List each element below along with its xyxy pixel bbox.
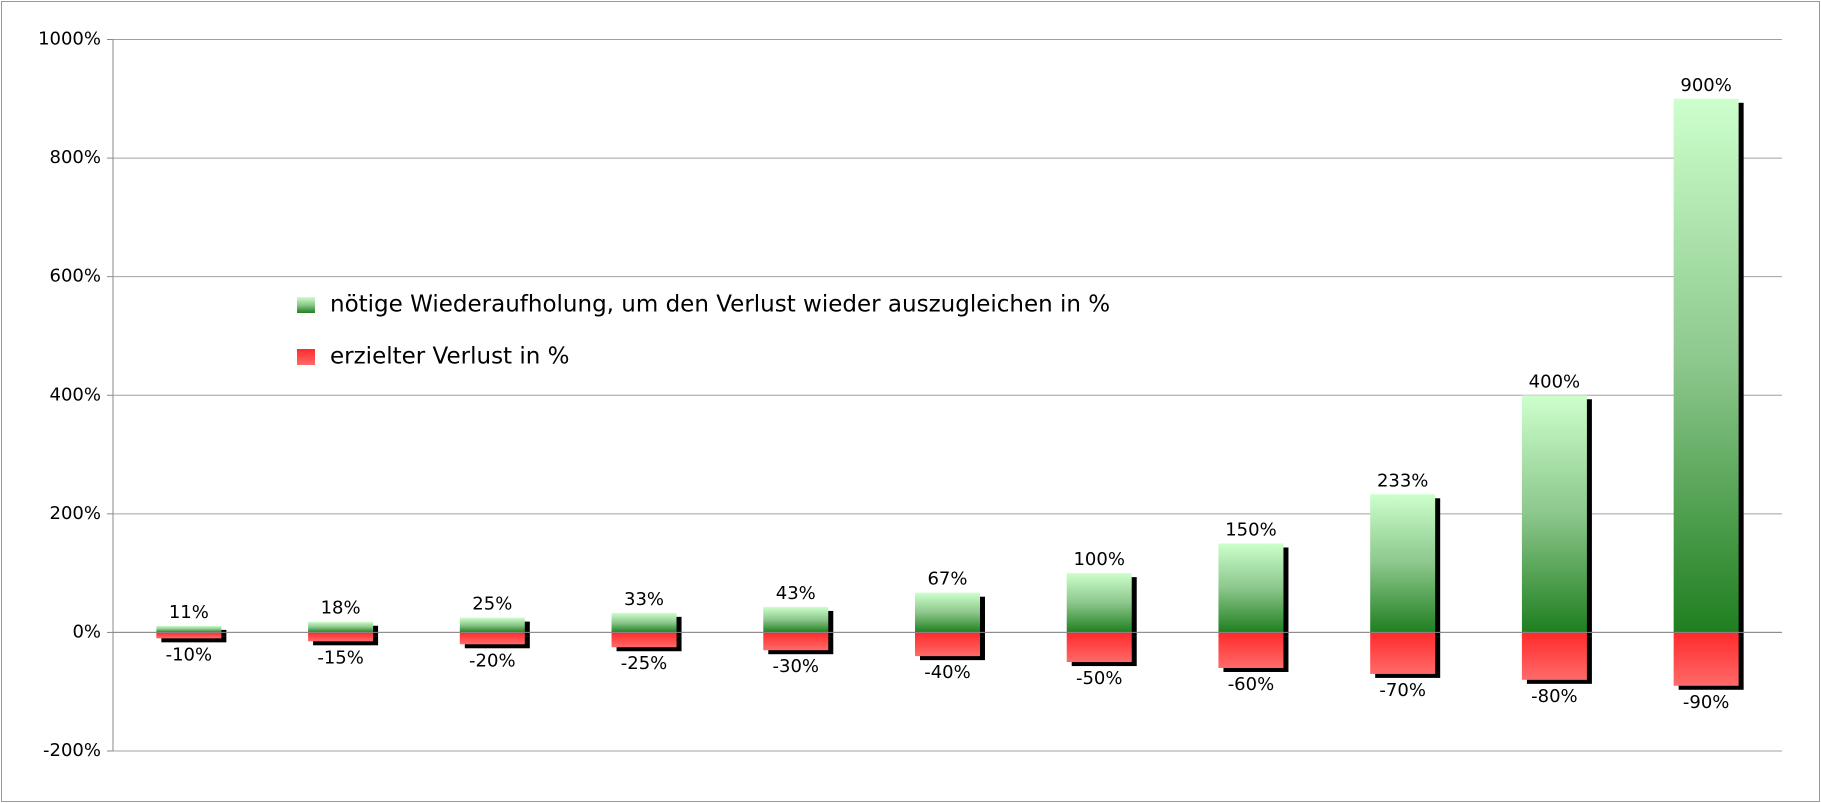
bar <box>763 606 829 633</box>
data-label: -60% <box>1228 674 1275 695</box>
data-label: 33% <box>624 589 664 610</box>
bar <box>1673 632 1739 686</box>
data-label: 900% <box>1680 75 1731 96</box>
data-label: 400% <box>1529 371 1580 392</box>
data-label: -80% <box>1531 686 1578 707</box>
bar <box>156 625 222 633</box>
data-label: -25% <box>621 653 668 674</box>
bar <box>1521 632 1587 680</box>
bar <box>611 632 677 648</box>
bar <box>1218 632 1284 668</box>
bar <box>156 632 222 639</box>
bar <box>459 632 525 645</box>
bar <box>1370 494 1436 633</box>
y-tick-label: -200% <box>43 740 101 761</box>
bar <box>611 612 677 633</box>
data-label: 43% <box>776 583 816 604</box>
bar <box>1521 395 1587 633</box>
bar <box>1673 98 1739 633</box>
data-label: -50% <box>1076 668 1123 689</box>
y-tick-label: 600% <box>50 266 101 287</box>
bar-shadow <box>161 636 227 643</box>
data-label: 25% <box>472 594 512 615</box>
data-label: 100% <box>1073 549 1124 570</box>
bar <box>1218 543 1284 633</box>
data-label: 233% <box>1377 470 1428 491</box>
y-tick-label: 200% <box>50 503 101 524</box>
bar <box>915 592 980 633</box>
data-label: -30% <box>773 656 820 677</box>
legend-swatch <box>297 349 315 365</box>
bar <box>308 621 374 633</box>
bar <box>1066 573 1132 633</box>
data-label: -90% <box>1683 692 1730 713</box>
bar <box>1066 632 1132 663</box>
y-tick-label: 1000% <box>38 29 101 50</box>
bar <box>1370 632 1436 674</box>
data-label: -40% <box>924 662 971 683</box>
y-tick-label: 0% <box>72 621 101 642</box>
data-label: -20% <box>469 650 516 671</box>
y-tick-label: 800% <box>50 147 101 168</box>
data-label: -10% <box>166 644 213 665</box>
data-label: 67% <box>927 569 967 590</box>
data-label: -70% <box>1379 680 1426 701</box>
data-label: -15% <box>317 647 364 668</box>
data-label: 18% <box>321 598 361 619</box>
legend-label: erzielter Verlust in % <box>330 344 570 370</box>
bar <box>308 632 374 642</box>
y-tick-label: 400% <box>50 384 101 405</box>
bar <box>459 617 525 633</box>
legend-label: nötige Wiederaufholung, um den Verlust w… <box>330 292 1110 318</box>
bar <box>915 632 980 657</box>
data-label: 11% <box>169 602 209 623</box>
legend-swatch <box>297 297 315 313</box>
data-label: 150% <box>1225 519 1276 540</box>
bar <box>763 632 829 651</box>
